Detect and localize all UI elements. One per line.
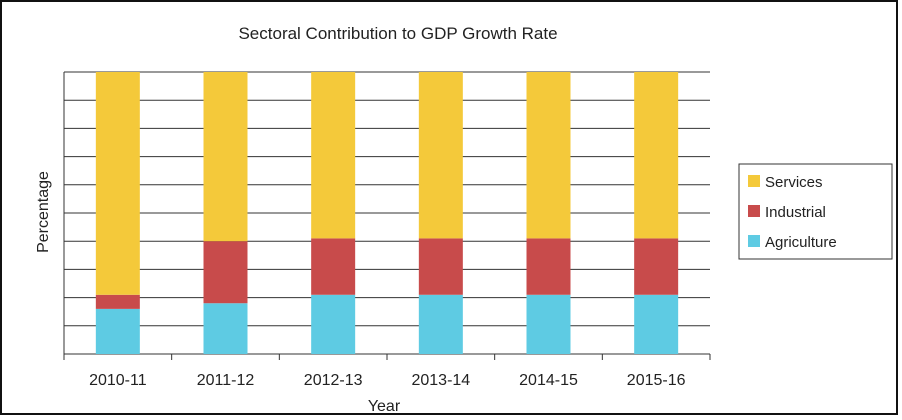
bar-industrial-2012-13 <box>311 238 356 295</box>
bar-agriculture-2011-12 <box>203 303 248 354</box>
legend-swatch-agriculture <box>748 235 760 247</box>
bar-industrial-2011-12 <box>203 241 248 304</box>
x-tick-label: 2015-16 <box>627 372 686 389</box>
stacked-bar-chart: Sectoral Contribution to GDP Growth Rate… <box>35 24 893 415</box>
x-tick-label: 2010-11 <box>89 372 147 389</box>
chart-title: Sectoral Contribution to GDP Growth Rate <box>238 24 557 43</box>
bar-industrial-2013-14 <box>418 238 463 295</box>
bar-services-2011-12 <box>203 72 248 242</box>
plot-area: 2010-11 2011-12 2012-13 2013-14 2014-15 2015-… <box>63 71 711 389</box>
bar-services-2015-16 <box>634 72 679 239</box>
bar-agriculture-2014-15 <box>526 294 571 354</box>
bar-agriculture-2015-16 <box>634 294 679 354</box>
bar-industrial-2015-16 <box>634 238 679 295</box>
x-axis-label: Year <box>368 398 401 415</box>
y-axis-label: Percentage <box>35 171 52 253</box>
bar-agriculture-2013-14 <box>418 294 463 354</box>
bar-services-2010-11 <box>95 72 140 295</box>
legend-box <box>738 163 893 260</box>
bar-services-2013-14 <box>418 72 463 239</box>
bar-industrial-2014-15 <box>526 238 571 295</box>
legend-label-industrial: Industrial <box>765 204 826 221</box>
x-tick-label: 2011-12 <box>197 372 255 389</box>
legend-label-agriculture: Agriculture <box>765 234 837 251</box>
bar-services-2012-13 <box>311 72 356 239</box>
legend-swatch-industrial <box>748 205 760 217</box>
bar-agriculture-2012-13 <box>311 294 356 354</box>
bar-agriculture-2010-11 <box>95 308 140 354</box>
x-tick-label: 2013-14 <box>411 372 470 389</box>
legend: Services Industrial Agriculture <box>738 163 893 260</box>
x-tick-label: 2012-13 <box>304 372 363 389</box>
legend-label-services: Services <box>765 174 823 191</box>
bar-industrial-2010-11 <box>95 294 140 309</box>
bar-services-2014-15 <box>526 72 571 239</box>
legend-swatch-services <box>748 175 760 187</box>
x-tick-label: 2014-15 <box>519 372 578 389</box>
